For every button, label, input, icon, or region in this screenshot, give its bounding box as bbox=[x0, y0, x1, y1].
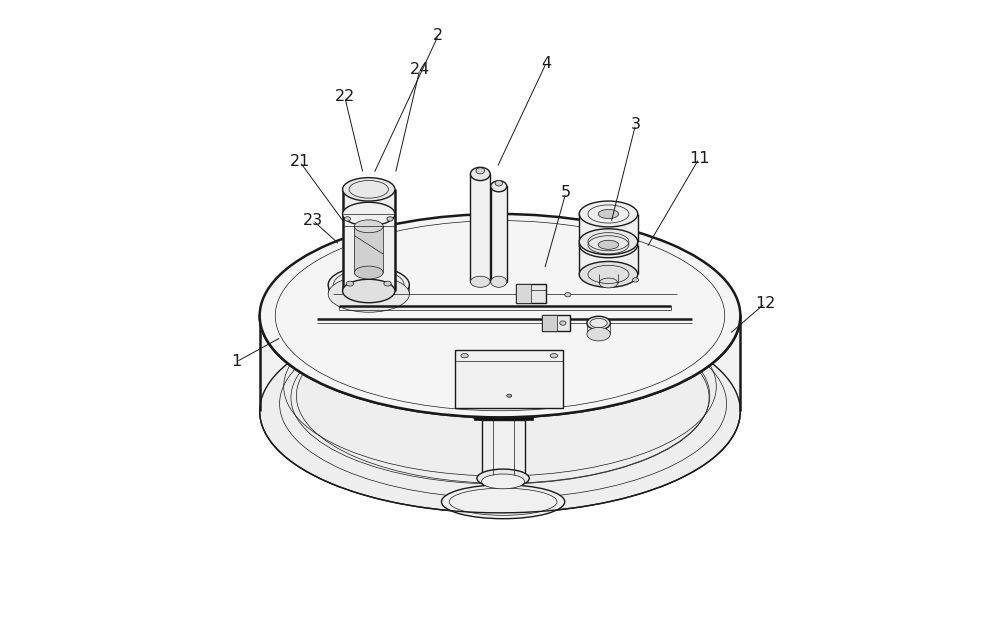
Ellipse shape bbox=[328, 276, 409, 312]
Ellipse shape bbox=[260, 214, 740, 417]
Ellipse shape bbox=[587, 316, 610, 330]
Bar bbox=[516, 284, 531, 303]
Ellipse shape bbox=[565, 293, 571, 297]
Polygon shape bbox=[491, 186, 507, 282]
Ellipse shape bbox=[477, 469, 529, 488]
Bar bbox=[542, 315, 557, 331]
Bar bbox=[516, 284, 546, 303]
Text: 1: 1 bbox=[231, 355, 241, 370]
Ellipse shape bbox=[587, 327, 610, 341]
Bar bbox=[455, 350, 563, 408]
Ellipse shape bbox=[560, 321, 566, 325]
Polygon shape bbox=[343, 189, 395, 291]
Ellipse shape bbox=[579, 229, 638, 254]
Polygon shape bbox=[260, 316, 740, 513]
Ellipse shape bbox=[384, 281, 391, 286]
Bar bbox=[474, 411, 533, 420]
Ellipse shape bbox=[346, 281, 354, 286]
Text: 3: 3 bbox=[631, 117, 641, 132]
Ellipse shape bbox=[482, 474, 525, 489]
Polygon shape bbox=[579, 214, 638, 241]
Ellipse shape bbox=[354, 266, 383, 279]
Text: 22: 22 bbox=[335, 89, 355, 105]
Ellipse shape bbox=[343, 279, 395, 303]
Ellipse shape bbox=[579, 232, 638, 258]
Polygon shape bbox=[470, 174, 490, 282]
Text: 4: 4 bbox=[541, 56, 551, 71]
Text: 21: 21 bbox=[290, 154, 310, 169]
Ellipse shape bbox=[469, 394, 537, 418]
Ellipse shape bbox=[328, 267, 409, 303]
Ellipse shape bbox=[343, 202, 395, 226]
Ellipse shape bbox=[550, 353, 558, 358]
Ellipse shape bbox=[387, 217, 393, 221]
Ellipse shape bbox=[632, 278, 639, 282]
Text: 12: 12 bbox=[755, 296, 775, 311]
Text: 2: 2 bbox=[433, 28, 443, 43]
Text: 11: 11 bbox=[689, 151, 709, 166]
Text: 23: 23 bbox=[303, 213, 323, 228]
Ellipse shape bbox=[354, 220, 383, 233]
Ellipse shape bbox=[343, 178, 395, 201]
Ellipse shape bbox=[599, 278, 618, 288]
Ellipse shape bbox=[579, 201, 638, 227]
Ellipse shape bbox=[491, 276, 507, 287]
Ellipse shape bbox=[507, 394, 512, 397]
Ellipse shape bbox=[470, 276, 490, 287]
Ellipse shape bbox=[476, 168, 485, 174]
Ellipse shape bbox=[260, 310, 740, 513]
Ellipse shape bbox=[344, 217, 351, 221]
Ellipse shape bbox=[491, 181, 507, 192]
Ellipse shape bbox=[598, 209, 619, 219]
Ellipse shape bbox=[460, 390, 546, 422]
Ellipse shape bbox=[441, 485, 565, 519]
Text: 24: 24 bbox=[410, 62, 430, 77]
Ellipse shape bbox=[470, 167, 490, 181]
Polygon shape bbox=[354, 227, 383, 272]
Bar bbox=[482, 420, 525, 475]
Polygon shape bbox=[579, 245, 638, 274]
Ellipse shape bbox=[598, 240, 619, 249]
Ellipse shape bbox=[495, 180, 502, 186]
Bar bbox=[542, 315, 570, 331]
Text: 5: 5 bbox=[561, 185, 571, 200]
Ellipse shape bbox=[461, 353, 468, 358]
Ellipse shape bbox=[579, 261, 638, 287]
